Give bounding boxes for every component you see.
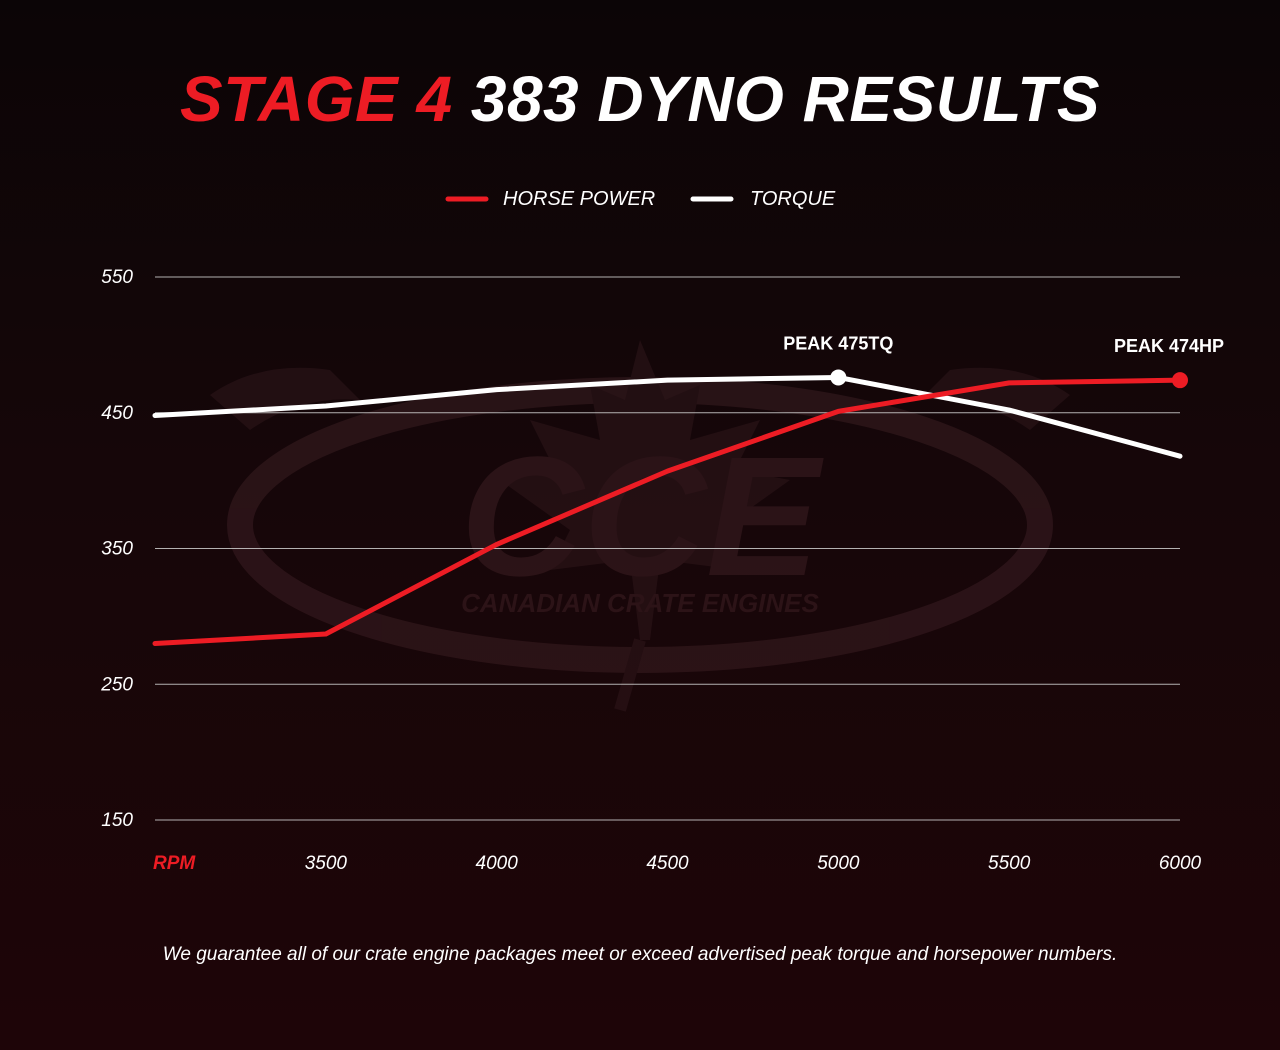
y-tick-label: 550 bbox=[101, 267, 133, 288]
grid bbox=[155, 276, 1180, 821]
peak-label: PEAK 474HP bbox=[1114, 336, 1224, 356]
x-tick-label: 3500 bbox=[305, 853, 348, 874]
series-line-horse-power bbox=[152, 377, 1183, 647]
y-tick-label: 250 bbox=[100, 674, 133, 695]
maple-leaf-icon bbox=[500, 340, 790, 640]
annotations: PEAK 475TQ PEAK 474HP bbox=[783, 333, 1224, 389]
watermark-letters: CCE bbox=[461, 422, 825, 612]
x-tick-label: 5000 bbox=[817, 853, 860, 874]
legend: HORSE POWER TORQUE bbox=[445, 188, 836, 210]
peak-marker bbox=[1172, 372, 1188, 389]
legend-label: TORQUE bbox=[750, 188, 836, 210]
series-line-torque bbox=[152, 374, 1183, 459]
x-tick-label: 4000 bbox=[476, 853, 519, 874]
axes: 150 250 350 450 550 RPM 3500 4000 4500 5000 5500 60… bbox=[100, 267, 1201, 874]
peak-label: PEAK 475TQ bbox=[783, 333, 893, 353]
peak-marker bbox=[830, 369, 847, 386]
title-accent: STAGE 4 bbox=[179, 63, 453, 135]
x-tick-label: 4500 bbox=[646, 853, 689, 874]
legend-label: HORSE POWER bbox=[503, 188, 655, 210]
title-rest: 383 DYNO RESULTS bbox=[470, 63, 1101, 135]
cce-logo-watermark: CCE CANADIAN CRATE ENGINES bbox=[210, 340, 1070, 712]
page-title: STAGE 4 383 DYNO RESULTS bbox=[0, 62, 1280, 136]
watermark-text: CANADIAN CRATE ENGINES bbox=[461, 588, 819, 618]
checkered-flag-left-icon bbox=[210, 367, 360, 430]
series bbox=[152, 374, 1183, 647]
footer-note: We guarantee all of our crate engine pac… bbox=[162, 944, 1118, 965]
y-tick-label: 350 bbox=[101, 539, 133, 560]
x-tick-label: 6000 bbox=[1159, 853, 1202, 874]
x-axis-label: RPM bbox=[153, 853, 196, 874]
y-tick-label: 150 bbox=[101, 810, 133, 831]
y-tick-label: 450 bbox=[101, 403, 133, 424]
x-tick-label: 5500 bbox=[988, 853, 1031, 874]
